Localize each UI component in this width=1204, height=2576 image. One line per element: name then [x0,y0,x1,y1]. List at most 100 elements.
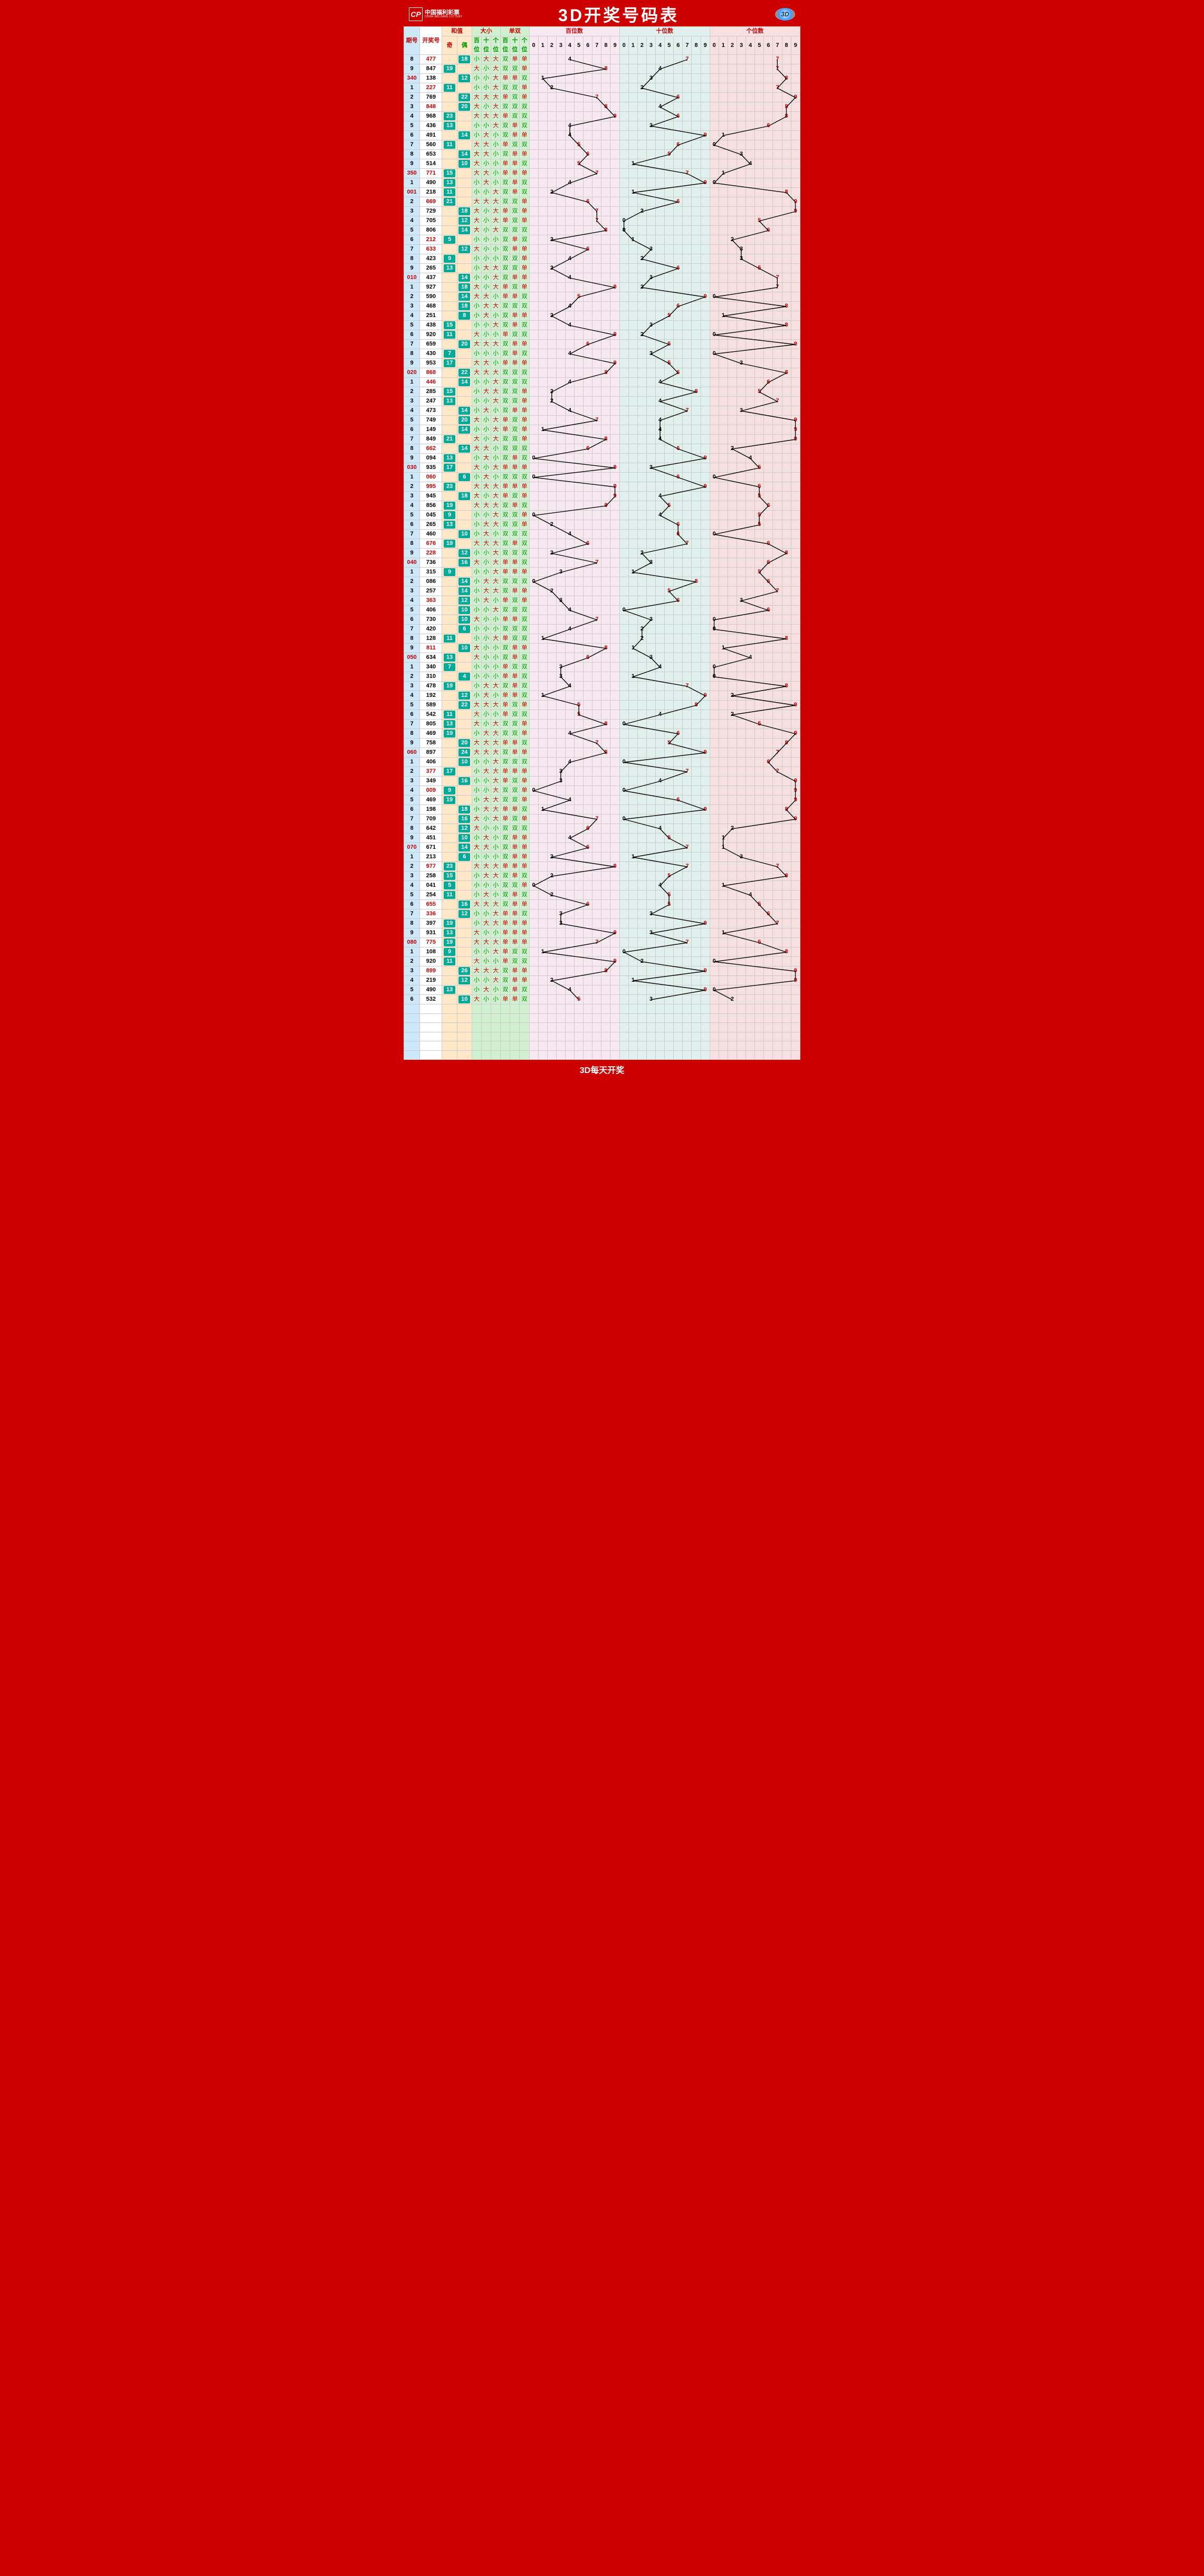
cell-ds: 双 [501,653,510,663]
cell-digit [764,349,773,359]
cell-digit: 9 [701,292,710,302]
cell-period: 9 [404,928,420,938]
cell-digit [791,653,800,663]
cell-digit [538,131,547,140]
cell-digit: 4 [656,397,665,406]
cell-digit [529,340,538,349]
cell-dx: 大 [491,387,501,397]
cell-digit [755,349,764,359]
cell-dx: 小 [481,283,491,292]
cell-digit [683,112,692,121]
cell-digit [782,64,791,74]
cell-sum-odd: 17 [442,463,457,473]
cell-digit [701,653,710,663]
cell-digit [637,159,646,169]
cell-digit [728,302,737,311]
cell-digit [610,663,619,672]
cell-digit [692,549,701,558]
cell-dx: 大 [481,530,491,539]
cell-digit [764,957,773,966]
cell-dx: 小 [472,425,481,435]
cell-winning: 198 [420,805,442,815]
cell-digit [646,701,655,710]
data-row: 00121811小小大双单双218 [404,188,800,197]
cell-digit [538,653,547,663]
cell-digit [637,900,646,909]
cell-digit [610,701,619,710]
cell-winning: 420 [420,625,442,634]
cell-digit [746,245,755,254]
cell-ds: 单 [520,511,529,520]
cell-digit [656,226,665,235]
cell-digit [674,786,683,796]
cell-ds: 双 [510,330,520,340]
cell-digit [637,710,646,720]
cell-digit [692,530,701,539]
cell-digit: 9 [610,957,619,966]
cell-digit [719,207,728,216]
cell-sum-odd [442,976,457,985]
cell-digit [646,663,655,672]
cell-digit [656,207,665,216]
cell-digit: 9 [610,359,619,368]
cell-digit [692,985,701,995]
cell-digit [791,995,800,1004]
cell-digit [692,121,701,131]
cell-digit: 5 [665,340,674,349]
cell-digit: 9 [791,701,800,710]
cell-digit [637,463,646,473]
cell-digit [610,720,619,729]
cell-digit [737,966,746,976]
cell-digit [584,492,593,501]
cell-digit: 0 [710,349,719,359]
cell-ds: 单 [520,245,529,254]
cell-digit [710,102,719,112]
cell-digit [575,947,584,957]
cell-digit [683,739,692,748]
cell-digit [584,625,593,634]
cell-dx: 大 [491,93,501,102]
cell-digit [782,425,791,435]
cell-digit [556,302,565,311]
cell-digit [656,815,665,824]
cell-digit [556,150,565,159]
cell-digit [737,815,746,824]
cell-digit [656,121,665,131]
cell-digit [728,140,737,150]
cell-digit [701,416,710,425]
cell-digit [628,226,637,235]
cell-digit [601,634,610,644]
cell-digit [692,890,701,900]
cell-digit [575,568,584,577]
cell-digit [565,701,574,710]
cell-digit [737,178,746,188]
cell-digit [538,311,547,321]
cell-ds: 单 [520,748,529,758]
cell-ds: 双 [520,805,529,815]
cell-digit [601,283,610,292]
cell-sum-even: 16 [457,815,472,824]
cell-digit [529,995,538,1004]
cell-digit [764,824,773,834]
cell-digit [584,909,593,919]
cell-dx: 大 [481,796,491,805]
cell-digit [719,245,728,254]
cell-digit [575,235,584,245]
cell-digit: 6 [674,368,683,378]
cell-digit: 9 [701,919,710,928]
cell-digit [701,169,710,178]
cell-digit [610,226,619,235]
cell-digit [538,843,547,853]
cell-digit: 4 [746,653,755,663]
cell-digit [782,625,791,634]
cell-digit [619,245,628,254]
cell-dx: 小 [491,159,501,169]
sub-ds: 百位 [501,36,510,55]
cell-sum-odd: 7 [442,349,457,359]
data-row: 733612小小大单单双336 [404,909,800,919]
cell-sum-odd: 5 [442,235,457,245]
cell-digit [719,416,728,425]
cell-dx: 大 [472,539,481,549]
cell-sum-even: 10 [457,644,472,653]
cell-digit: 1 [628,672,637,682]
